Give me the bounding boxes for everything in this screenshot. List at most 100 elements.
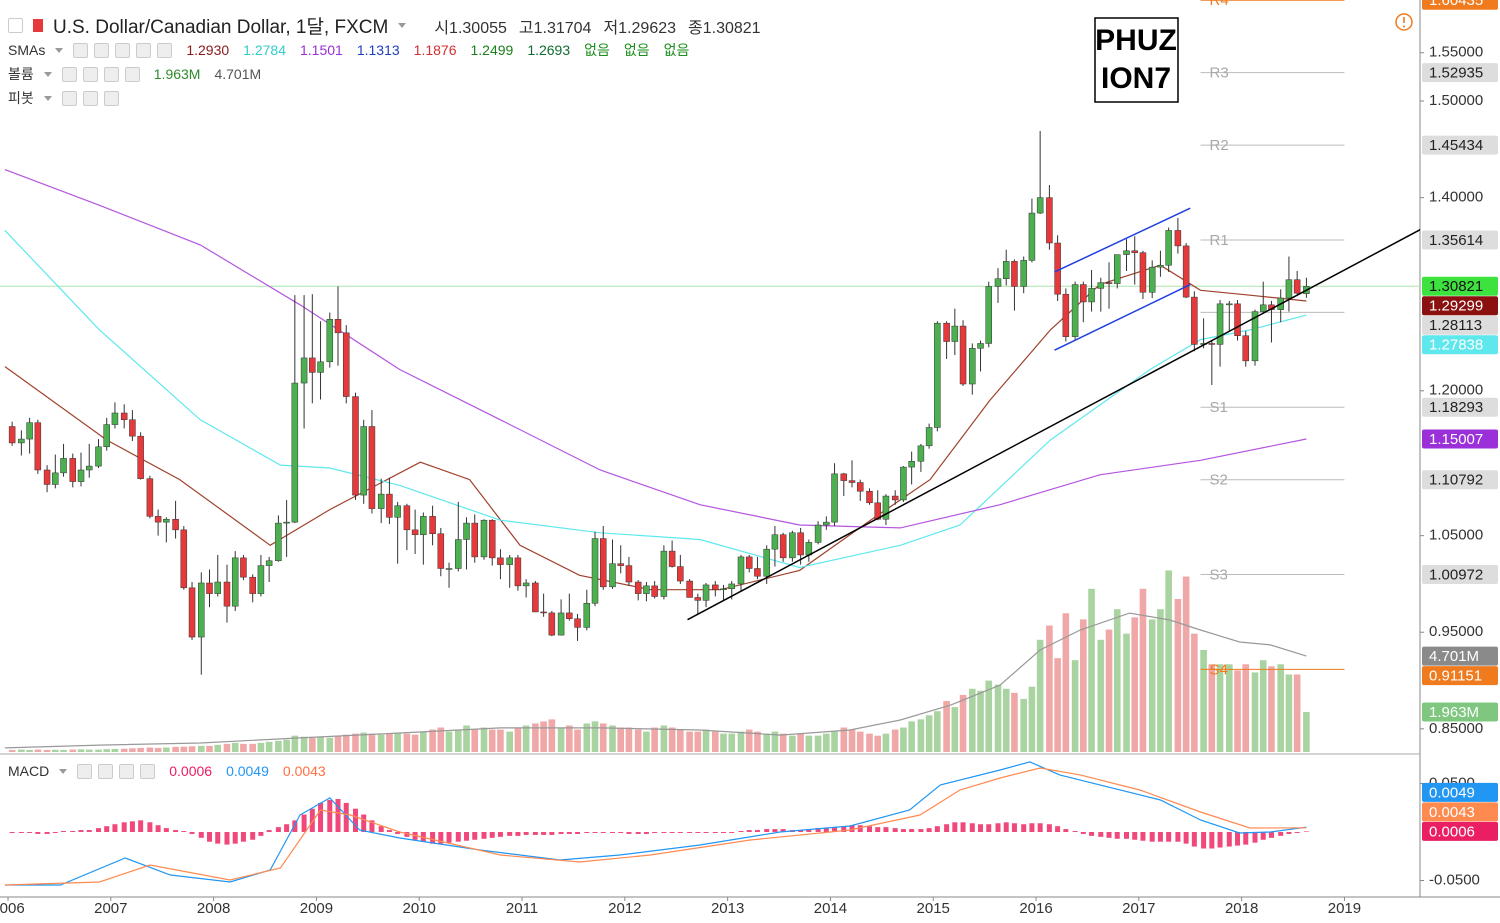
volume-bar (95, 749, 102, 752)
macd-value: 0.0049 (226, 763, 269, 779)
price-tag-text: 0.91151 (1429, 668, 1482, 685)
candle-body (959, 325, 967, 385)
y-tick-label: 1.40000 (1429, 189, 1483, 206)
y-tick-label: 1.50000 (1429, 92, 1483, 109)
icon[interactable] (115, 42, 131, 58)
volume-bar (1157, 609, 1164, 752)
volume-bar (497, 729, 504, 752)
watermark-text: ION7 (1101, 62, 1171, 95)
candle-body (60, 458, 67, 474)
volume-bar (789, 735, 796, 752)
candle-body (900, 466, 907, 501)
macd-bar (1063, 829, 1069, 832)
icon[interactable] (124, 66, 140, 82)
candle-body (694, 597, 702, 601)
macd-bar (754, 830, 760, 832)
caret[interactable] (43, 95, 52, 101)
icon[interactable] (61, 66, 77, 82)
caret[interactable] (55, 47, 64, 53)
macd-bar (1191, 831, 1197, 847)
macd-bar (121, 822, 127, 832)
macd-bar (129, 821, 135, 832)
macd-bar (361, 814, 367, 832)
alert-circle[interactable] (1395, 13, 1413, 31)
volume-bar (1285, 674, 1293, 752)
macd-bar (198, 831, 204, 838)
candle-body (386, 493, 393, 518)
macd-bar (815, 828, 821, 832)
alert-icon[interactable] (1395, 13, 1413, 31)
macd-bar (292, 820, 298, 832)
candle-body (702, 584, 710, 601)
icon[interactable] (77, 763, 93, 779)
price-tag: 1.30821 (1422, 276, 1498, 296)
collapse-button[interactable] (8, 18, 23, 33)
volume-bar (874, 735, 882, 752)
volume-bar (60, 749, 67, 752)
volume-bar (831, 731, 838, 752)
volume-bar (291, 735, 299, 752)
icon[interactable] (73, 42, 89, 58)
x-tick-label: 2008 (197, 900, 230, 917)
candle-body (455, 539, 462, 569)
macd-bar (721, 831, 727, 833)
volume-bar (180, 746, 188, 752)
volume-bar (1080, 619, 1087, 752)
icon[interactable] (94, 42, 110, 58)
icon[interactable] (136, 42, 152, 58)
icon[interactable] (103, 90, 119, 106)
title-row: U.S. Dollar/Canadian Dollar, 1달, FXCM 시1… (8, 12, 761, 39)
candle-body (95, 446, 102, 467)
volume-bar (1165, 570, 1172, 752)
volume-bar (917, 719, 925, 752)
ohlc-label: 고1.31704 (518, 19, 592, 37)
macd-bar (27, 831, 33, 833)
macd-bar (1021, 824, 1027, 832)
price-tag-text: 1.10792 (1429, 472, 1483, 489)
pivot-legend: 피봇 (8, 88, 119, 108)
macd-bar (978, 824, 984, 832)
macd-bar (549, 831, 555, 835)
macd-legend: MACD 0.0006 0.0049 0.0043 (8, 763, 326, 779)
volume-bar (283, 739, 290, 752)
ohlc-label: 저1.29623 (603, 19, 677, 37)
icon[interactable] (82, 90, 98, 106)
alert-dot[interactable] (1403, 25, 1405, 28)
icon[interactable] (119, 763, 135, 779)
macd-bar (430, 831, 436, 844)
icon[interactable] (82, 66, 98, 82)
x-tick-label: 2007 (94, 900, 127, 917)
icon[interactable] (103, 66, 119, 82)
volume-bar (1046, 625, 1053, 752)
macd-tag: 0.0006 (1422, 821, 1498, 841)
sma-line (4, 229, 1307, 569)
candle-body (26, 422, 33, 440)
candle-body (848, 480, 856, 483)
icon[interactable] (157, 42, 173, 58)
symbol-flag[interactable] (33, 19, 43, 32)
candle-body (1251, 311, 1259, 362)
macd-bar (515, 831, 521, 836)
candle-body (154, 516, 162, 523)
caret[interactable] (43, 71, 52, 77)
macd-bar (1098, 831, 1104, 837)
macd-bar (455, 831, 461, 842)
macd-bar (181, 831, 187, 832)
macd-bar (729, 831, 735, 833)
volume-bar (342, 734, 350, 752)
macd-bar (250, 831, 256, 840)
price-tag-box (1422, 135, 1498, 155)
volume-bar (1208, 664, 1216, 752)
caret[interactable] (59, 768, 68, 774)
icon[interactable] (140, 763, 156, 779)
volume-bar (779, 733, 787, 752)
volume-bar (386, 733, 393, 752)
icon[interactable] (98, 763, 114, 779)
candle-body (668, 550, 676, 567)
candle-body (1131, 250, 1138, 253)
volume-bar (574, 729, 581, 752)
icon[interactable] (61, 90, 77, 106)
macd-bar (934, 826, 940, 832)
caret[interactable] (398, 23, 407, 28)
